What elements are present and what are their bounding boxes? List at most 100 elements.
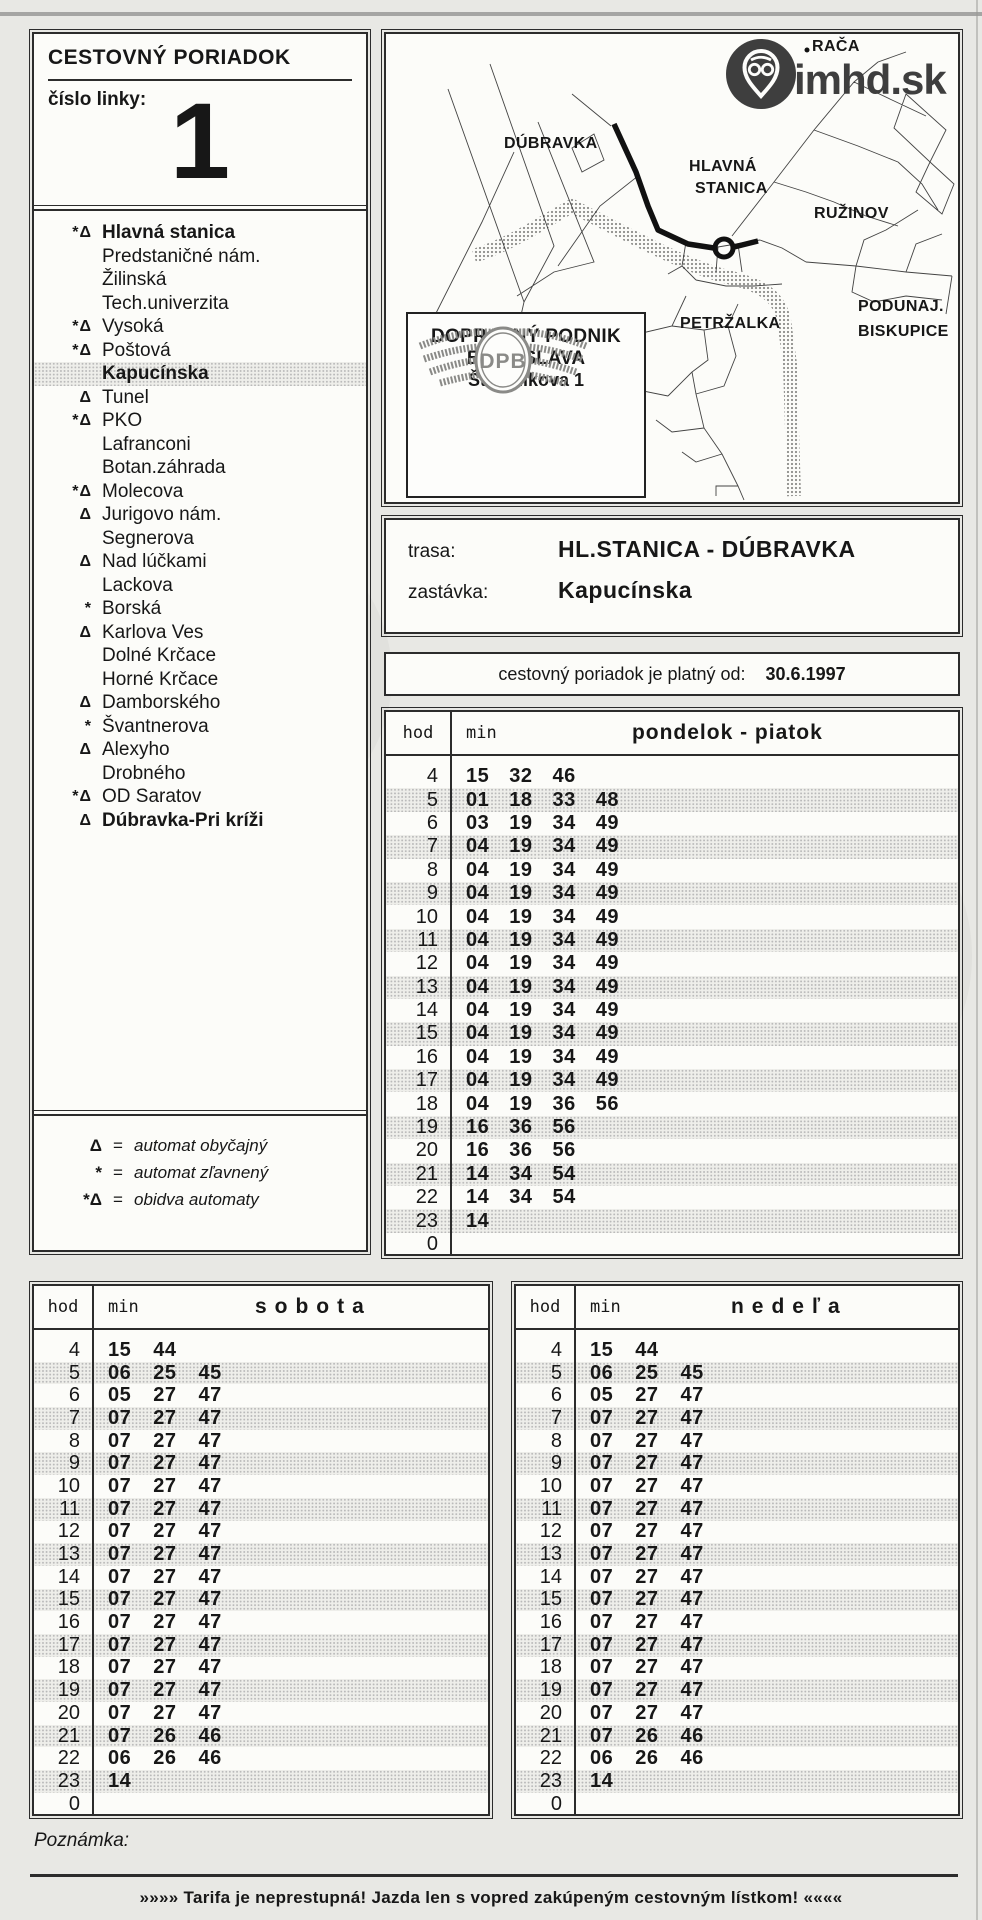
zastavka-label: zastávka: — [408, 582, 489, 603]
minute-value: 34 — [509, 1162, 533, 1185]
minute-value: 07 — [108, 1588, 132, 1611]
timetable-body: 4 15 44 5 06 25 45 6 05 27 47 7 07 27 47 8 07 27 47 9 07 27 47… — [34, 1330, 488, 1815]
minute-value: 04 — [466, 928, 490, 951]
minute-value: 34 — [552, 1022, 576, 1045]
minute-value: 04 — [466, 882, 490, 905]
minutes-cell: 06 26 46 — [574, 1747, 958, 1770]
minute-value: 07 — [590, 1520, 614, 1543]
minute-value: 27 — [153, 1611, 177, 1634]
stop-symbol — [34, 527, 92, 551]
minute-value: 47 — [198, 1633, 222, 1656]
timetable-row: 20 07 27 47 — [516, 1702, 958, 1725]
minute-value: 15 — [590, 1338, 614, 1361]
route-line-east — [733, 238, 759, 250]
minutes-cell: 07 27 47 — [92, 1498, 488, 1521]
stop-list-item: Kapucínska — [34, 362, 366, 386]
minute-value: 34 — [552, 1045, 576, 1068]
symbol-legend-rows: Δ = automat obyčajný * = automat zľavnený *Δ = o… — [34, 1116, 366, 1250]
stop-symbol: Δ — [79, 553, 92, 570]
legend-symbol: * — [95, 1163, 102, 1182]
stop-name: Dúbravka-Pri kríži — [102, 809, 264, 831]
minute-value: 04 — [466, 999, 490, 1022]
raca-dot — [804, 47, 810, 53]
minute-value: 04 — [466, 1092, 490, 1115]
minutes-cell: 07 27 47 — [574, 1656, 958, 1679]
timetable-row: 7 07 27 47 — [34, 1407, 488, 1430]
day-title: sobota — [254, 1295, 372, 1318]
stop-list-item: * Borská — [34, 597, 366, 621]
scan-edge-artifact — [0, 12, 982, 16]
stop-name: Damborského — [102, 692, 221, 713]
minute-value: 34 — [552, 999, 576, 1022]
hour-cell: 5 — [550, 1361, 562, 1384]
minute-value: 47 — [680, 1474, 704, 1497]
map-label-podunajske-biskupice: PODUNAJ. BISKUPICE — [858, 294, 949, 344]
minute-value: 32 — [509, 765, 533, 788]
minute-value: 06 — [590, 1747, 614, 1770]
timetable-row: 20 16 36 56 — [386, 1139, 958, 1162]
minute-value: 27 — [635, 1679, 659, 1702]
minute-value: 07 — [590, 1474, 614, 1497]
minute-value: 27 — [153, 1633, 177, 1656]
stop-list-item: Δ Alexyho — [34, 738, 366, 762]
minute-value: 27 — [635, 1633, 659, 1656]
minutes-cell: 04 19 34 49 — [450, 835, 958, 858]
minute-value: 27 — [635, 1588, 659, 1611]
minute-value: 27 — [153, 1520, 177, 1543]
minutes-cell: 07 26 46 — [574, 1725, 958, 1748]
timetable-row: 12 07 27 47 — [516, 1520, 958, 1544]
hour-cell: 0 — [550, 1792, 562, 1815]
route-terminus-loop — [712, 236, 736, 260]
minutes-cell: 07 27 47 — [574, 1543, 958, 1566]
minute-value: 18 — [509, 788, 533, 811]
trasa-value: HL.STANICA - DÚBRAVKA — [558, 536, 856, 562]
minute-value: 47 — [198, 1656, 222, 1679]
hod-header: hod — [402, 723, 434, 743]
hour-cell: 18 — [415, 1092, 438, 1115]
minute-value: 34 — [552, 811, 576, 834]
timetable-row: 14 04 19 34 49 — [386, 999, 958, 1022]
route-line — [611, 122, 715, 251]
minute-value: 47 — [198, 1406, 222, 1429]
minutes-cell: 14 34 54 — [450, 1186, 958, 1209]
minute-value: 49 — [595, 975, 619, 998]
timetable-row: 4 15 44 — [516, 1339, 958, 1362]
hour-cell: 17 — [539, 1633, 562, 1656]
page-title: CESTOVNÝ PORIADOK — [48, 46, 291, 69]
minute-value: 14 — [590, 1769, 614, 1792]
minute-value: 46 — [552, 765, 576, 788]
minute-value: 07 — [108, 1724, 132, 1747]
minutes-cell: 04 19 34 49 — [450, 1069, 958, 1092]
minute-value: 25 — [635, 1361, 659, 1384]
scan-edge-artifact — [976, 0, 978, 1920]
hour-cell: 21 — [57, 1724, 80, 1747]
hour-cell: 6 — [68, 1384, 80, 1407]
minute-value: 27 — [635, 1543, 659, 1566]
minute-value: 46 — [198, 1747, 222, 1770]
minute-value: 26 — [153, 1747, 177, 1770]
stop-name: Karlova Ves — [102, 621, 204, 643]
legend-row: * = automat zľavnený — [50, 1159, 350, 1186]
minute-value: 27 — [635, 1452, 659, 1475]
minute-value: 47 — [198, 1474, 222, 1497]
hour-cell: 5 — [426, 788, 438, 811]
minute-value: 26 — [635, 1747, 659, 1770]
minute-value: 27 — [153, 1543, 177, 1566]
minute-value: 06 — [590, 1361, 614, 1384]
stop-symbol: *Δ — [72, 788, 92, 805]
minute-value: 01 — [466, 788, 490, 811]
timetable-row: 16 04 19 34 49 — [386, 1046, 958, 1069]
legend-label: automat zľavnený — [134, 1163, 269, 1182]
hour-cell: 15 — [415, 1022, 438, 1045]
legend-equals: = — [113, 1163, 123, 1182]
hour-cell: 11 — [541, 1497, 562, 1520]
minute-value: 19 — [509, 858, 533, 881]
timetable-row: 17 07 27 47 — [34, 1634, 488, 1657]
minute-value: 27 — [153, 1497, 177, 1520]
timetable-row: 17 04 19 34 49 — [386, 1069, 958, 1093]
minute-value: 46 — [680, 1747, 704, 1770]
minute-value: 04 — [466, 835, 490, 858]
minutes-cell: 04 19 34 49 — [450, 1046, 958, 1069]
timetable-row: 21 14 34 54 — [386, 1162, 958, 1187]
minute-value: 19 — [509, 928, 533, 951]
